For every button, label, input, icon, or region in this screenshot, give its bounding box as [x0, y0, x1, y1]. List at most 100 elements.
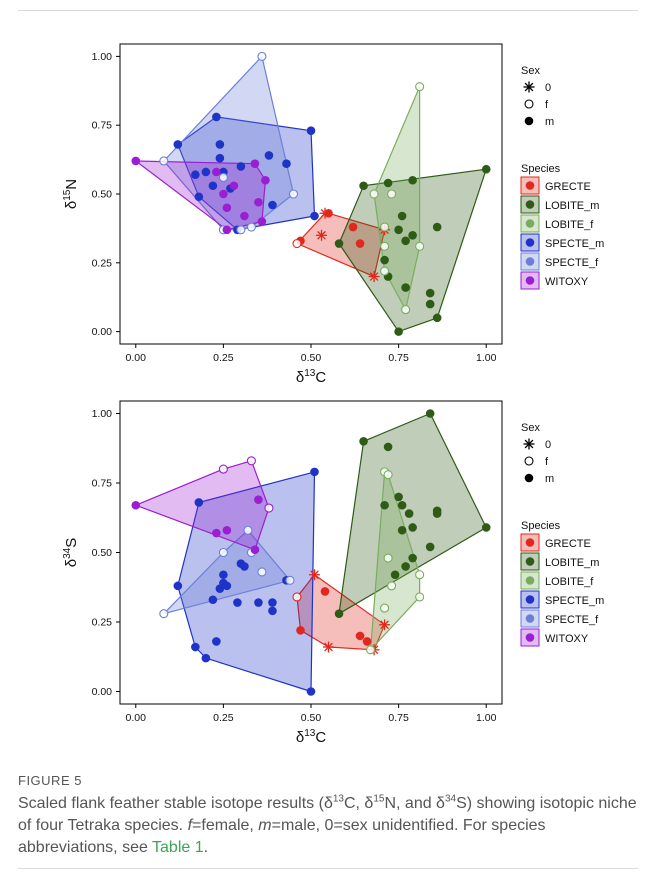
x-axis-label: δ13C: [296, 368, 326, 386]
data-point: [380, 255, 389, 265]
caption-text: Scaled flank feather stable isotope resu…: [18, 795, 333, 812]
caption-italic: f: [187, 817, 193, 834]
legend-swatch-dot: [525, 276, 535, 285]
data-point: [380, 241, 390, 251]
x-tick-label: 0.75: [388, 352, 409, 364]
data-point: [524, 456, 534, 466]
series-lobite_f: [369, 82, 425, 315]
data-point: [355, 239, 365, 248]
legend-swatch-dot: [525, 633, 535, 642]
data-point: [310, 211, 319, 221]
data-point: [415, 592, 425, 602]
x-tick-label: 0.75: [388, 712, 409, 724]
x-axis-label-elem: C: [315, 369, 326, 386]
x-tick-label: 0.00: [126, 352, 147, 364]
data-point: [401, 283, 410, 292]
legend-species-label: SPECTE_m: [545, 238, 604, 250]
y-axis-label: δ15N: [62, 179, 80, 209]
data-point: [524, 116, 534, 126]
data-point: [218, 547, 228, 558]
legend-sex-label: m: [545, 473, 554, 485]
data-point: [246, 456, 256, 466]
data-point: [359, 181, 368, 191]
data-point: [383, 470, 393, 480]
data-point: [131, 156, 141, 166]
data-point: [334, 609, 344, 618]
data-point: [334, 239, 344, 248]
y-tick-label: 0.25: [92, 257, 113, 269]
data-point: [257, 567, 267, 577]
x-tick-label: 1.00: [476, 352, 497, 364]
data-point: [383, 178, 393, 188]
caption-sup: 15: [373, 793, 385, 805]
data-point: [229, 181, 239, 191]
series-specte_m: [173, 467, 319, 696]
data-point: [212, 528, 221, 538]
data-point: [316, 229, 328, 241]
data-point: [306, 126, 316, 135]
data-point: [387, 581, 397, 591]
data-point: [159, 156, 169, 166]
legend-sex-title: Sex: [521, 65, 540, 77]
data-point: [401, 562, 410, 571]
legend-swatch-dot: [525, 538, 535, 547]
series-lobite_f: [366, 467, 425, 655]
data-point: [246, 222, 256, 232]
x-axis-label-sup: 13: [304, 368, 316, 379]
series-witoxy: [131, 456, 274, 555]
legend-species-label: GRECTE: [545, 181, 591, 193]
data-point: [131, 500, 141, 510]
legend-species-label: LOBITE_f: [545, 219, 594, 231]
data-point: [254, 197, 263, 207]
data-point: [268, 598, 277, 607]
data-point: [254, 495, 263, 504]
data-point: [425, 542, 435, 552]
data-point: [432, 313, 442, 323]
data-point: [401, 305, 411, 315]
data-point: [383, 553, 393, 563]
data-point: [240, 211, 249, 221]
data-point: [208, 595, 218, 605]
data-point: [201, 653, 211, 663]
x-axis-label-sup: 13: [304, 728, 316, 739]
data-point: [222, 203, 232, 213]
data-point: [380, 500, 389, 510]
data-point: [257, 51, 267, 61]
data-point: [415, 241, 425, 251]
data-point: [523, 438, 535, 450]
table-link[interactable]: Table 1: [152, 839, 204, 856]
data-point: [201, 167, 211, 177]
data-point: [212, 167, 221, 177]
data-point: [261, 175, 270, 185]
data-point: [215, 140, 225, 149]
y-axis-label-sup: 34: [62, 547, 73, 559]
data-point: [408, 175, 417, 185]
data-point: [215, 153, 225, 163]
data-point: [369, 189, 379, 199]
x-axis-label: δ13C: [296, 728, 326, 746]
data-point: [379, 619, 391, 631]
asterisk-stroke: [524, 439, 534, 449]
y-tick-label: 0.75: [92, 120, 113, 132]
plot-frame: [119, 43, 503, 345]
legend-swatch-dot: [525, 200, 535, 209]
data-point: [264, 151, 274, 160]
data-point: [212, 112, 221, 122]
data-point: [268, 200, 277, 210]
data-point: [222, 225, 232, 235]
data-point: [408, 553, 417, 563]
data-point: [257, 217, 267, 226]
data-point: [355, 631, 365, 641]
data-point: [173, 581, 183, 591]
asterisk-stroke: [369, 272, 379, 281]
data-point: [408, 230, 417, 240]
x-tick-label: 0.00: [126, 712, 147, 724]
data-point: [394, 492, 403, 502]
data-point: [306, 687, 316, 696]
data-point: [324, 208, 333, 218]
data-point: [481, 523, 491, 532]
data-point: [240, 562, 249, 571]
data-point: [415, 570, 425, 580]
data-point: [173, 140, 183, 149]
caption-sup: 34: [444, 793, 457, 805]
